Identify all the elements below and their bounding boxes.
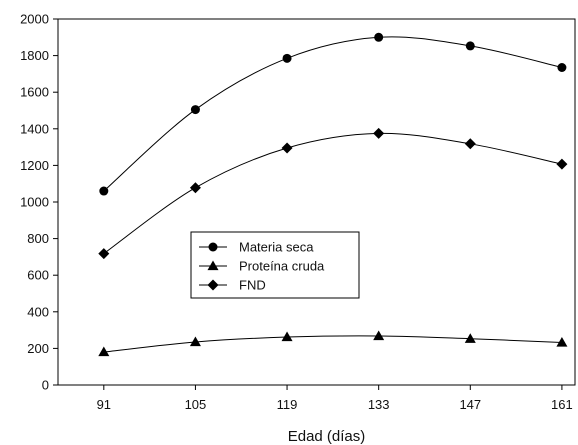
y-tick-label: 800 xyxy=(27,231,49,246)
y-tick-label: 1600 xyxy=(20,85,49,100)
series-group xyxy=(98,32,568,357)
data-point xyxy=(373,330,385,341)
data-point xyxy=(282,53,292,63)
y-tick-label: 600 xyxy=(27,268,49,283)
data-point xyxy=(556,337,568,347)
data-point xyxy=(98,248,110,260)
y-tick-label: 1800 xyxy=(20,48,49,63)
data-point xyxy=(189,182,201,194)
data-point xyxy=(465,41,475,51)
data-point xyxy=(281,142,293,154)
y-tick-label: 2000 xyxy=(20,12,49,27)
y-axis-ticks: 0 200 400 600 800 1000 1200 1400 1600 1800 2000 xyxy=(20,12,58,393)
data-point xyxy=(99,186,109,196)
y-tick-label: 1400 xyxy=(20,121,49,136)
legend-marker xyxy=(207,279,219,291)
data-point xyxy=(281,331,293,342)
data-point xyxy=(557,62,567,72)
legend-box xyxy=(190,231,360,299)
data-point xyxy=(98,346,110,357)
data-point xyxy=(373,127,385,139)
y-tick-label: 1200 xyxy=(20,158,49,173)
y-tick-label: 0 xyxy=(42,378,49,393)
x-tick-label: 147 xyxy=(459,397,481,412)
x-tick-label: 105 xyxy=(185,397,207,412)
legend-label: FND xyxy=(239,278,266,293)
plot-frame xyxy=(57,18,576,386)
x-axis-ticks: 91 105 119 133 147 161 xyxy=(97,385,573,412)
x-tick-label: 161 xyxy=(551,397,573,412)
data-point xyxy=(464,138,476,150)
y-tick-label: 1000 xyxy=(20,195,49,210)
series-line xyxy=(103,335,562,353)
axes xyxy=(57,18,576,386)
y-tick-label: 400 xyxy=(27,304,49,319)
y-tick-label: 200 xyxy=(27,341,49,356)
x-axis-title: Edad (días) xyxy=(288,428,366,445)
legend-label: Proteína cruda xyxy=(239,259,325,274)
series-line xyxy=(103,36,563,192)
legend-marker xyxy=(207,260,219,271)
data-point xyxy=(374,32,384,42)
legend-label: Materia seca xyxy=(239,240,314,255)
series-2 xyxy=(98,127,568,260)
x-tick-label: 119 xyxy=(277,397,298,412)
series-1 xyxy=(98,330,568,357)
data-point xyxy=(190,105,200,115)
legend: Materia seca Proteína cruda FND xyxy=(190,231,360,299)
data-point xyxy=(189,336,201,347)
series-0 xyxy=(99,32,567,196)
series-line xyxy=(103,132,563,255)
legend-marker xyxy=(208,242,218,252)
data-point xyxy=(464,333,476,343)
data-point xyxy=(556,158,568,170)
x-tick-label: 133 xyxy=(368,397,390,412)
x-tick-label: 91 xyxy=(97,397,111,412)
